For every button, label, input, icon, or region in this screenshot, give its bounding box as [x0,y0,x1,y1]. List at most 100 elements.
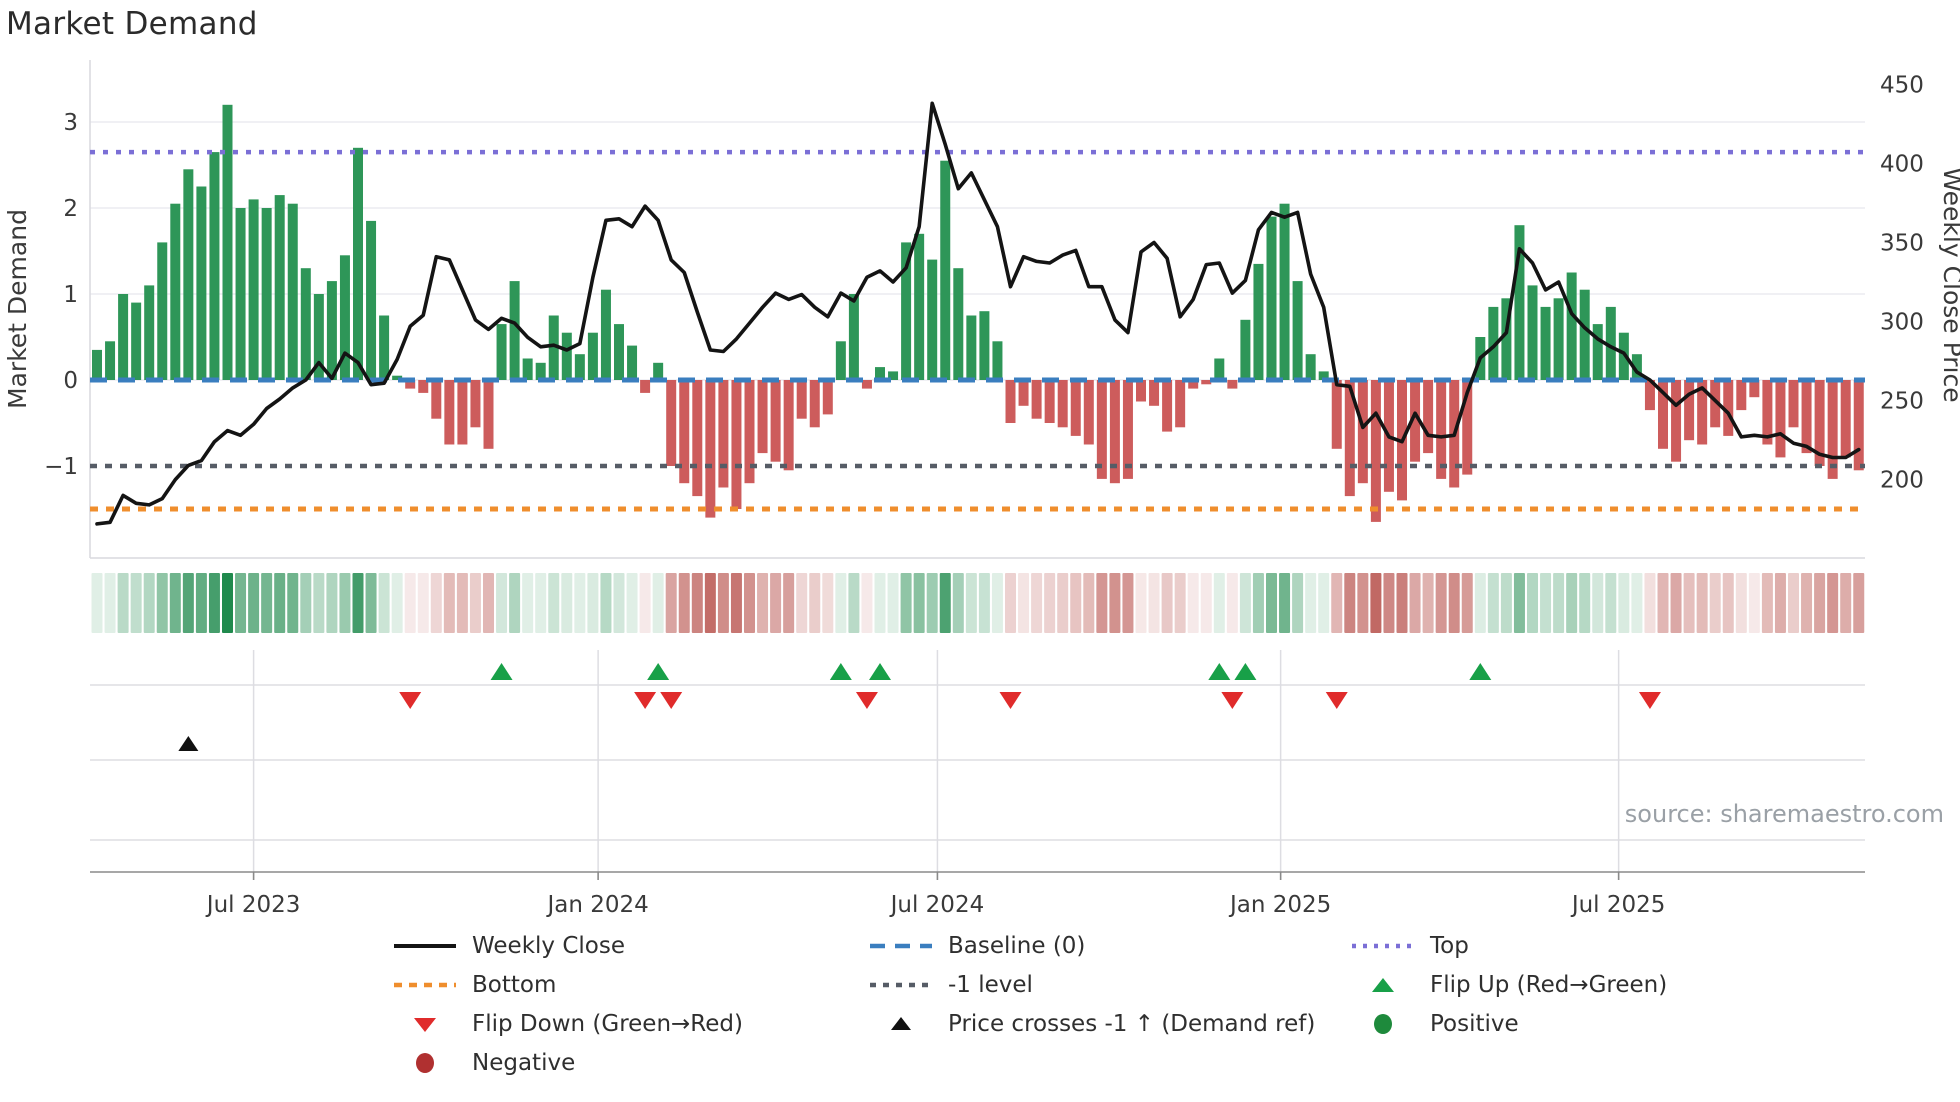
tri-down-red-swatch-icon [392,1013,458,1035]
heatmap-cell [1513,573,1525,633]
demand-bar [300,268,311,380]
demand-bar [1279,203,1290,380]
heatmap-cell [1383,573,1395,633]
demand-bar [1618,332,1629,380]
heatmap-cell [483,573,494,633]
demand-bar [105,341,116,380]
heatmap-cell [1735,573,1747,633]
heatmap-cell [1018,573,1030,633]
heatmap-cell [1853,573,1865,633]
weekly-close-line [95,101,1861,526]
left-axis-tick: 0 [63,368,78,394]
demand-bar [1644,380,1655,411]
demand-bar [770,380,781,462]
heatmap-cell [1096,573,1108,633]
heatmap-cell [391,573,403,633]
heatmap-cell [1070,573,1082,633]
demand-bar [392,375,403,380]
heatmap-cell [1722,573,1734,633]
demand-bar [405,380,416,389]
demand-bar [235,208,246,380]
legend-item-label: Flip Down (Green→Red) [472,1010,743,1037]
demand-bar [809,380,820,428]
demand-bar [1579,289,1590,380]
heatmap-cell [1631,573,1643,633]
legend-item: Price crosses -1 ↑ (Demand ref) [868,1004,1315,1043]
heatmap-cell [1226,573,1238,633]
heatmap-cell [339,573,351,633]
demand-bar [1122,380,1133,479]
heatmap-cell [1005,573,1016,633]
demand-bar [822,380,833,415]
demand-bar [431,380,442,419]
heatmap-cell [1318,573,1330,633]
flip-up-marker [1234,663,1257,680]
demand-bar [587,332,598,380]
demand-bar [848,294,859,380]
heatmap-cell [848,573,860,633]
demand-bar [666,380,677,466]
demand-bar [1331,380,1342,449]
heatmap-cell [1292,573,1304,633]
demand-bar [1096,380,1107,479]
demand-bar [418,380,429,393]
demand-bar [1501,298,1512,380]
heatmap-cell [796,573,808,633]
legend-column: Baseline (0) -1 level Price crosses -1 ↑ (… [868,926,1315,1043]
demand-bar [274,195,285,380]
heatmap-cell [1239,573,1251,633]
demand-bar [1188,380,1199,389]
demand-bar [1723,380,1734,436]
demand-bar [1175,380,1186,428]
legend-item-label: Top [1430,932,1469,959]
heatmap-cell [326,573,338,633]
heatmap-cell [417,573,429,633]
heatmap-cell [626,573,638,633]
demand-bar [574,354,585,380]
demand-bar [1201,380,1212,385]
demand-bar [783,380,794,471]
heatmap-cell [156,573,168,633]
demand-bar [1814,380,1825,466]
heatmap-cell [1566,573,1578,633]
heatmap-cell [587,573,599,633]
heatmap-cell [600,573,612,633]
heatmap-cell [365,573,377,633]
tri-up-green-swatch-icon [1350,974,1416,996]
heatmap-cell [704,573,716,633]
legend-item-label: Flip Up (Red→Green) [1430,971,1668,998]
heatmap-cell [1827,573,1839,633]
heatmap-cell [1644,573,1656,633]
heatmap-cell [522,573,534,633]
demand-bar [614,324,624,380]
demand-bar [92,349,102,380]
demand-bar [653,362,664,380]
demand-bar [1044,380,1055,423]
heatmap-cell [1579,573,1591,633]
heatmap-cell [535,573,547,633]
demand-bar [1527,285,1538,380]
demand-bar [1018,380,1029,406]
heatmap-cell [1344,573,1356,633]
heatmap-cell [861,573,873,633]
heatmap-cell [313,573,325,633]
heatmap-cell [443,573,455,633]
heatmap-cell [874,573,886,633]
demand-bar [692,380,703,497]
flip-down-marker [999,692,1022,709]
heatmap-cell [717,573,729,633]
dash-gray-swatch-icon [868,974,934,996]
heatmap-cell [1814,573,1826,633]
demand-bar [600,289,611,380]
price-cross-marker [178,736,199,751]
heatmap-cell [1474,573,1486,633]
demand-bar [1423,380,1434,454]
demand-bar [287,203,298,380]
heatmap-cell [978,573,990,633]
demand-bar [1370,380,1381,522]
flip-down-marker [855,692,878,709]
heatmap-cell [952,573,964,633]
heatmap-cell [248,573,260,633]
legend-item-label: Positive [1430,1010,1519,1037]
heatmap-cell [1279,573,1291,633]
